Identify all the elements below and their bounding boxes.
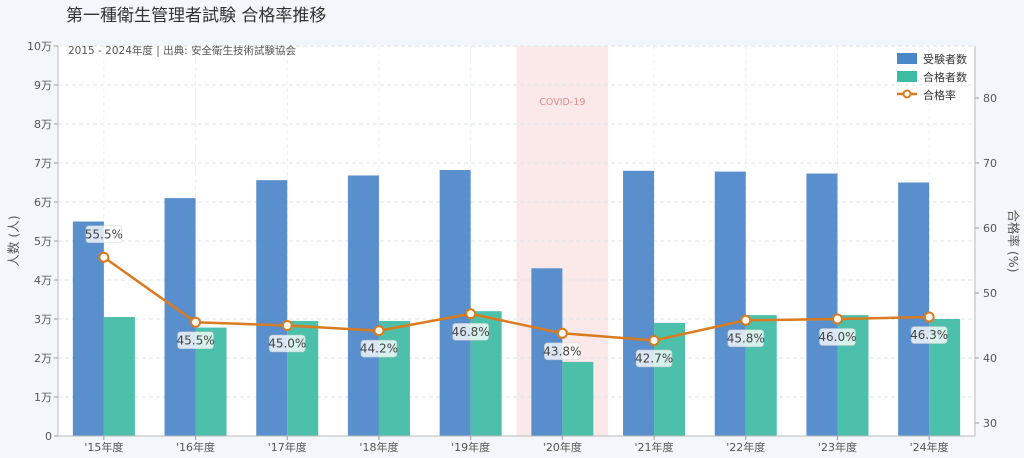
x-tick-label: '21年度 [635,440,674,454]
x-tick-label: '24年度 [910,440,949,454]
pass-rate-point [556,327,568,339]
bar-examinees [164,198,196,436]
y2-tick-label: 40 [983,352,997,365]
y-tick-label: 4万 [34,274,52,287]
data-label: 45.5% [176,333,214,347]
y-tick-label: 6万 [34,196,52,209]
x-tick-label: '20年度 [543,440,582,454]
y-tick-label: 2万 [34,352,52,365]
data-label-box [544,342,581,361]
bar-examinees [347,175,379,437]
y2-tick-label: 50 [983,287,997,300]
data-label-box [819,328,856,346]
pass-rate-point [831,313,843,325]
legend-swatch [897,71,917,82]
chart-title: 第一種衛生管理者試験 合格率推移 [66,6,326,26]
y-tick-label: 5万 [34,235,52,248]
data-label-box [635,349,673,368]
x-tick-label: '23年度 [818,440,857,454]
y-tick-label: 10万 [27,40,52,53]
legend-label: 合格者数 [923,70,967,84]
pass-rate-point [740,314,752,326]
x-tick-label: '15年度 [84,440,123,454]
legend-swatch [897,53,917,64]
pass-rate-point [465,308,477,320]
pass-rate-point [648,334,660,346]
bar-examinees [714,171,746,436]
x-tick-label: '22年度 [726,440,765,454]
bar-examinees [72,221,104,436]
bar-examinees [439,170,471,436]
x-tick-label: '19年度 [451,440,490,454]
y-axis-title: 人数 (人) [6,215,21,266]
chart-subtitle: 2015 - 2024年度 | 出典: 安全衛生技術試験協会 [68,44,296,57]
pass-rate-point [98,251,110,263]
y2-tick-label: 60 [983,222,997,235]
data-label: 44.2% [360,342,398,356]
y2-axis-title: 合格率 (%) [1006,209,1021,272]
data-label-box [85,225,123,244]
pass-rate-line [103,256,930,342]
y-tick-label: 7万 [34,157,52,170]
y2-tick-label: 70 [983,157,997,170]
bar-examinees [806,173,838,436]
y2-tick-label: 80 [983,92,997,105]
pass-rate-point [190,316,202,328]
data-label: 45.0% [268,337,306,351]
bar-examinees [623,170,655,437]
bar-passers [103,317,135,436]
data-label: 42.7% [635,351,673,365]
data-label: 46.8% [452,325,490,339]
bar-passers [378,320,410,436]
bar-passers [562,361,594,436]
pass-rate-point [281,320,293,331]
data-label: 43.8% [543,344,581,358]
data-label: 46.3% [910,328,948,342]
data-label-box [452,322,489,341]
data-label-box [727,329,765,348]
y-tick-label: 9万 [34,79,52,92]
pass-rate-point [373,325,385,337]
legend-marker [902,89,912,99]
pass-rate-point [923,311,935,323]
y-tick-label: 3万 [34,313,52,326]
data-label: 55.5% [85,227,123,241]
x-tick-label: '17年度 [268,440,307,454]
y2-tick-label: 30 [983,417,997,430]
data-label-box [360,339,398,358]
data-label: 46.0% [818,330,856,344]
legend-label: 受験者数 [923,52,967,66]
bar-examinees [898,182,930,436]
bar-examinees [256,180,288,436]
y-tick-label: 8万 [34,118,52,131]
x-tick-label: '18年度 [359,440,398,454]
data-label-box [910,326,948,344]
y-tick-label: 1万 [34,391,52,404]
data-label-box [268,334,306,353]
x-tick-label: '16年度 [176,440,215,454]
y-tick-label: 0 [45,430,52,443]
data-label-box [177,331,214,350]
legend-label: 合格率 [923,88,956,102]
data-label: 45.8% [727,331,765,345]
